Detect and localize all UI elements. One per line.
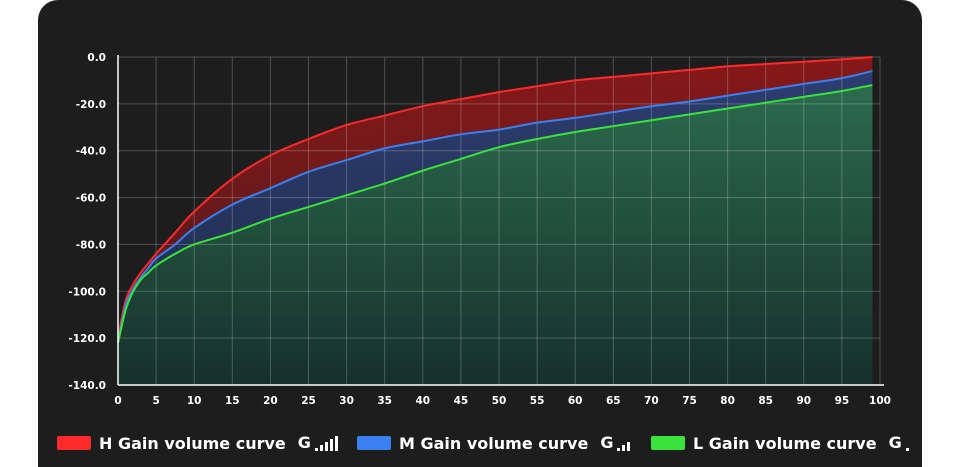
x-tick-label: 95 [835, 395, 850, 407]
x-tick-label: 50 [492, 395, 507, 407]
legend-swatch [57, 436, 91, 450]
series-line-l [117, 84, 873, 344]
x-tick-label: 70 [644, 395, 659, 407]
y-tick-label: -100.0 [68, 286, 106, 298]
gain-level-icon: G [298, 435, 338, 451]
legend: H Gain volume curve G M Gain volume curve G… [0, 428, 960, 458]
legend-label: H Gain volume curve [99, 433, 286, 453]
x-tick-label: 0 [114, 395, 121, 407]
x-tick-label: 20 [263, 395, 278, 407]
y-tick-label: -80.0 [76, 239, 106, 251]
x-tick-label: 15 [225, 395, 240, 407]
y-tick-label: -120.0 [68, 333, 106, 345]
y-tick-label: -40.0 [76, 146, 106, 158]
x-tick-label: 75 [682, 395, 697, 407]
x-tick-label: 65 [606, 395, 621, 407]
x-tick-label: 10 [187, 395, 202, 407]
y-tick-label: -60.0 [76, 193, 106, 205]
legend-label: M Gain volume curve [399, 433, 589, 453]
x-tick-label: 60 [568, 395, 583, 407]
x-tick-label: 100 [869, 395, 891, 407]
area-fill-l [118, 85, 873, 386]
y-tick-label: -20.0 [76, 99, 106, 111]
legend-item: H Gain volume curve G [57, 428, 338, 458]
x-tick-label: 90 [796, 395, 811, 407]
legend-item: L Gain volume curve G [651, 428, 909, 458]
x-tick-label: 40 [415, 395, 430, 407]
legend-item: M Gain volume curve G [357, 428, 631, 458]
gain-level-icon: G [600, 435, 631, 451]
gain-level-icon: G [889, 435, 909, 451]
legend-swatch [651, 436, 685, 450]
x-tick-label: 5 [152, 395, 159, 407]
y-tick-label: 0.0 [87, 52, 106, 64]
y-tick-label: -140.0 [68, 380, 106, 392]
series-line-m [117, 70, 873, 344]
legend-swatch [357, 436, 391, 450]
x-tick-label: 85 [758, 395, 773, 407]
legend-label: L Gain volume curve [693, 433, 877, 453]
x-tick-label: 35 [377, 395, 392, 407]
x-tick-label: 30 [339, 395, 354, 407]
x-tick-label: 25 [301, 395, 316, 407]
series-line-h [117, 56, 873, 339]
x-tick-label: 45 [454, 395, 469, 407]
x-tick-label: 80 [720, 395, 735, 407]
x-tick-label: 55 [530, 395, 545, 407]
